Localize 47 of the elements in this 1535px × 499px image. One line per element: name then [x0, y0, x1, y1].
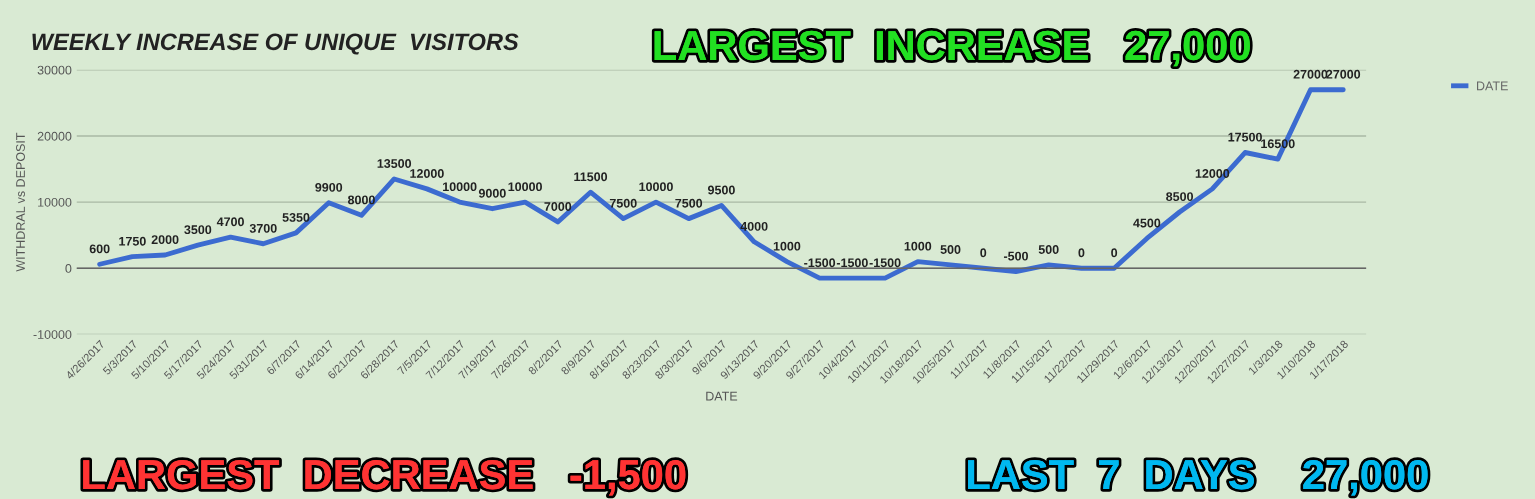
data-label: 7500: [609, 198, 637, 208]
y-tick-label: 10000: [38, 197, 72, 207]
y-tick-label: 0: [65, 264, 72, 273]
data-label: 7000: [544, 202, 572, 211]
data-label: 0: [980, 248, 987, 258]
data-label: 1000: [904, 241, 932, 251]
data-label: 8500: [1166, 192, 1194, 202]
data-label: 2000: [151, 235, 179, 244]
data-label: 11500: [574, 172, 608, 182]
data-label: -500: [1003, 251, 1028, 261]
y-tick-label: 30000: [37, 65, 72, 75]
legend-label: DATE: [1477, 81, 1508, 91]
data-label: -1500: [869, 258, 901, 268]
data-label: 7500: [675, 198, 703, 208]
data-label: -1500: [836, 258, 868, 268]
data-label: -1500: [804, 258, 836, 268]
data-label: 10000: [639, 182, 673, 192]
data-label: 13500: [377, 159, 412, 168]
text: LARGEST DECREASE -1,500: [83, 459, 686, 496]
data-label: 4500: [1133, 218, 1161, 228]
data-label: 5350: [282, 213, 310, 222]
data-label: 10000: [443, 182, 477, 192]
chart-title: WEEKLY INCREASE OF UNIQUE VISITORS: [32, 33, 519, 55]
data-label: 27000: [1326, 69, 1361, 79]
data-label: 9000: [478, 188, 506, 198]
text: LAST 7 DAYS 27,000: [968, 459, 1428, 496]
data-label: 3500: [184, 225, 212, 235]
data-label: 500: [940, 245, 961, 254]
data-label: 1750: [119, 236, 146, 246]
data-label: 12000: [410, 169, 444, 178]
data-label: 9900: [315, 182, 343, 192]
y-axis-title: WITHDRAL vs DEPOSIT: [16, 132, 25, 272]
data-label: 4700: [216, 217, 244, 227]
data-label: 27000: [1293, 69, 1328, 79]
data-label: 1000: [773, 241, 801, 251]
x-axis-title: DATE: [706, 391, 738, 401]
data-label: 0: [1111, 248, 1118, 258]
data-label: 3700: [249, 223, 277, 233]
text: LARGEST INCREASE 27,000: [654, 30, 1250, 67]
data-label: 500: [1038, 245, 1059, 254]
data-label: 600: [89, 244, 110, 254]
y-tick-label: -10000: [33, 330, 72, 339]
y-tick-label: 20000: [37, 131, 72, 141]
data-label: 10000: [508, 182, 542, 192]
data-label: 9500: [707, 185, 735, 195]
data-label: 17500: [1228, 132, 1262, 142]
data-label: 0: [1078, 248, 1085, 258]
